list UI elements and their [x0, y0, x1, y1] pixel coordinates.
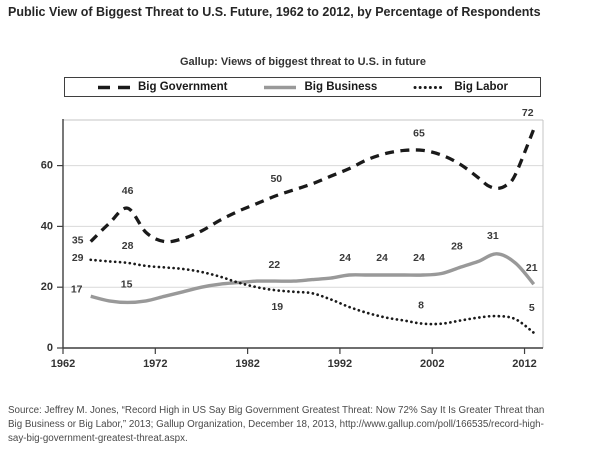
data-label-big-business: 28 — [451, 240, 463, 252]
legend-label-big-labor: Big Labor — [454, 81, 508, 93]
data-label-big-labor: 5 — [529, 302, 535, 314]
data-label-big-labor: 8 — [418, 300, 424, 312]
threat-trend-line-chart: 0 20 40 60 1962 1972 1982 1992 2002 2012 35 46 50 65 7… — [41, 107, 544, 370]
x-tick-label: 2002 — [420, 358, 444, 370]
page-title: Public View of Biggest Threat to U.S. Fu… — [8, 5, 541, 19]
dashed-line-swatch-icon — [98, 85, 130, 89]
source-note: Source: Jeffrey M. Jones, “Record High i… — [8, 404, 600, 446]
x-tick-label: 1992 — [328, 358, 352, 370]
data-label-big-business: 21 — [526, 262, 538, 274]
x-tick-label: 2012 — [512, 358, 536, 370]
solid-line-swatch-icon — [264, 85, 297, 89]
data-label-big-government: 72 — [522, 107, 534, 119]
legend-entry-big-business: Big Business — [263, 81, 377, 93]
source-line: Big Business or Big Labor,” 2013; Gallup… — [8, 418, 544, 430]
data-label-big-business: 24 — [339, 252, 351, 264]
data-label-big-labor: 19 — [271, 301, 283, 313]
x-tick-label: 1972 — [143, 358, 167, 370]
legend: Big Government Big Business Big Labor — [64, 77, 541, 97]
data-label-big-government: 46 — [122, 185, 134, 197]
data-label-big-labor: 29 — [72, 252, 84, 264]
data-label-big-business: 22 — [268, 259, 280, 271]
chart-subtitle: Gallup: Views of biggest threat to U.S. … — [179, 56, 427, 68]
data-label-big-business: 24 — [413, 252, 425, 264]
legend-label-big-business: Big Business — [304, 81, 378, 93]
source-line: say-big-government-greatest-threat.aspx. — [8, 432, 188, 444]
data-label-big-government: 65 — [413, 127, 425, 139]
x-tick-label: 1962 — [51, 358, 75, 370]
series-line-big-business — [90, 252, 536, 305]
data-label-big-business: 17 — [71, 283, 83, 295]
series-line-big-government — [89, 128, 536, 244]
legend-entry-big-government: Big Government — [97, 81, 227, 93]
x-tick-label: 1982 — [235, 358, 259, 370]
y-tick-label: 20 — [41, 281, 53, 293]
data-label-big-business: 31 — [487, 230, 499, 242]
data-label-big-government: 35 — [72, 235, 84, 247]
y-tick-label: 0 — [47, 342, 53, 354]
data-label-big-business: 24 — [376, 252, 388, 264]
data-label-big-business: 15 — [121, 278, 133, 290]
series-line-big-labor — [89, 258, 536, 335]
data-label-big-labor: 28 — [122, 240, 134, 252]
data-label-big-government: 50 — [270, 173, 282, 185]
legend-label-big-government: Big Government — [138, 81, 228, 93]
source-line: Source: Jeffrey M. Jones, “Record High i… — [8, 405, 545, 416]
legend-entry-big-labor: Big Labor — [413, 81, 508, 93]
dotted-line-swatch-icon — [413, 85, 447, 89]
y-tick-label: 60 — [41, 160, 53, 172]
y-tick-label: 40 — [41, 220, 53, 232]
